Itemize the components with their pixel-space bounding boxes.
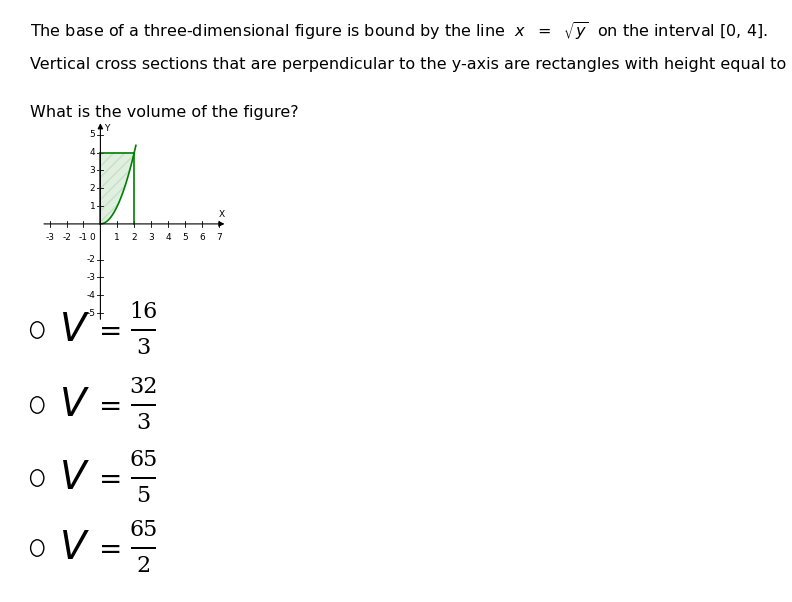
Text: 5: 5 (182, 233, 188, 242)
Text: $\mathit{V}$: $\mathit{V}$ (59, 529, 90, 567)
Text: $\mathit{V}$: $\mathit{V}$ (59, 311, 90, 349)
Text: 65: 65 (129, 449, 158, 471)
Text: 1: 1 (89, 202, 95, 211)
Text: -4: -4 (86, 291, 95, 300)
Text: -3: -3 (45, 233, 54, 242)
Text: 65: 65 (129, 519, 158, 541)
Text: X: X (219, 209, 225, 219)
Text: 3: 3 (148, 233, 154, 242)
Text: 0: 0 (89, 233, 95, 242)
Text: 6: 6 (199, 233, 205, 242)
Text: Y: Y (104, 124, 109, 133)
Text: -2: -2 (86, 255, 95, 264)
Text: 32: 32 (129, 376, 158, 398)
Text: The base of a three-dimensional figure is bound by the line  $\mathit{x}$  $=$  : The base of a three-dimensional figure i… (30, 21, 768, 43)
Text: 2: 2 (89, 184, 95, 193)
Text: 3: 3 (136, 337, 150, 359)
Text: -3: -3 (86, 273, 95, 282)
Text: What is the volume of the figure?: What is the volume of the figure? (30, 105, 299, 120)
Text: 3: 3 (89, 166, 95, 175)
Text: 4: 4 (166, 233, 171, 242)
Text: 7: 7 (216, 233, 222, 242)
Text: $\mathit{V}$: $\mathit{V}$ (59, 459, 90, 497)
Text: 4: 4 (89, 148, 95, 157)
Text: 5: 5 (89, 130, 95, 139)
Text: 1: 1 (115, 233, 120, 242)
Text: 2: 2 (136, 555, 150, 577)
Text: Vertical cross sections that are perpendicular to the y-axis are rectangles with: Vertical cross sections that are perpend… (30, 57, 792, 72)
Text: -1: -1 (79, 233, 88, 242)
Text: 3: 3 (136, 412, 150, 434)
Text: 2: 2 (131, 233, 137, 242)
Text: 5: 5 (136, 485, 150, 507)
Text: $\mathit{V}$: $\mathit{V}$ (59, 386, 90, 424)
Text: -5: -5 (86, 309, 95, 318)
Text: $=$: $=$ (93, 316, 121, 344)
Text: $=$: $=$ (93, 391, 121, 419)
Text: $=$: $=$ (93, 464, 121, 492)
Text: -2: -2 (62, 233, 71, 242)
Text: 16: 16 (129, 301, 158, 323)
Text: $=$: $=$ (93, 534, 121, 562)
